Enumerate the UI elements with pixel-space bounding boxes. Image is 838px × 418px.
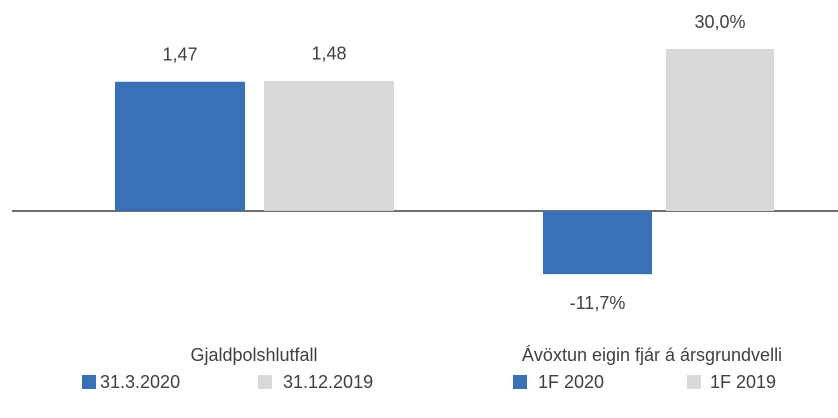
legend-swatch xyxy=(258,375,272,389)
legend-label: 1F 2020 xyxy=(538,372,604,392)
legend-swatch xyxy=(513,375,527,389)
legend-label: 31.3.2020 xyxy=(100,372,180,392)
legend-swatch xyxy=(82,375,96,389)
data-label: 30,0% xyxy=(694,12,745,32)
bar xyxy=(115,81,245,211)
legend-label: 1F 2019 xyxy=(710,372,776,392)
data-label: -11,7% xyxy=(570,293,626,313)
legend-label: 31.12.2019 xyxy=(283,372,373,392)
data-label: 1,48 xyxy=(311,44,346,64)
x-tick-label: Gjaldþolshlutfall xyxy=(190,345,317,365)
x-tick-label: Ávöxtun eigin fjár á ársgrundvelli xyxy=(522,345,782,365)
data-label: 1,47 xyxy=(162,45,197,65)
bar xyxy=(666,49,774,211)
legend-swatch xyxy=(687,375,701,389)
bar xyxy=(264,80,394,211)
bar xyxy=(543,211,652,275)
